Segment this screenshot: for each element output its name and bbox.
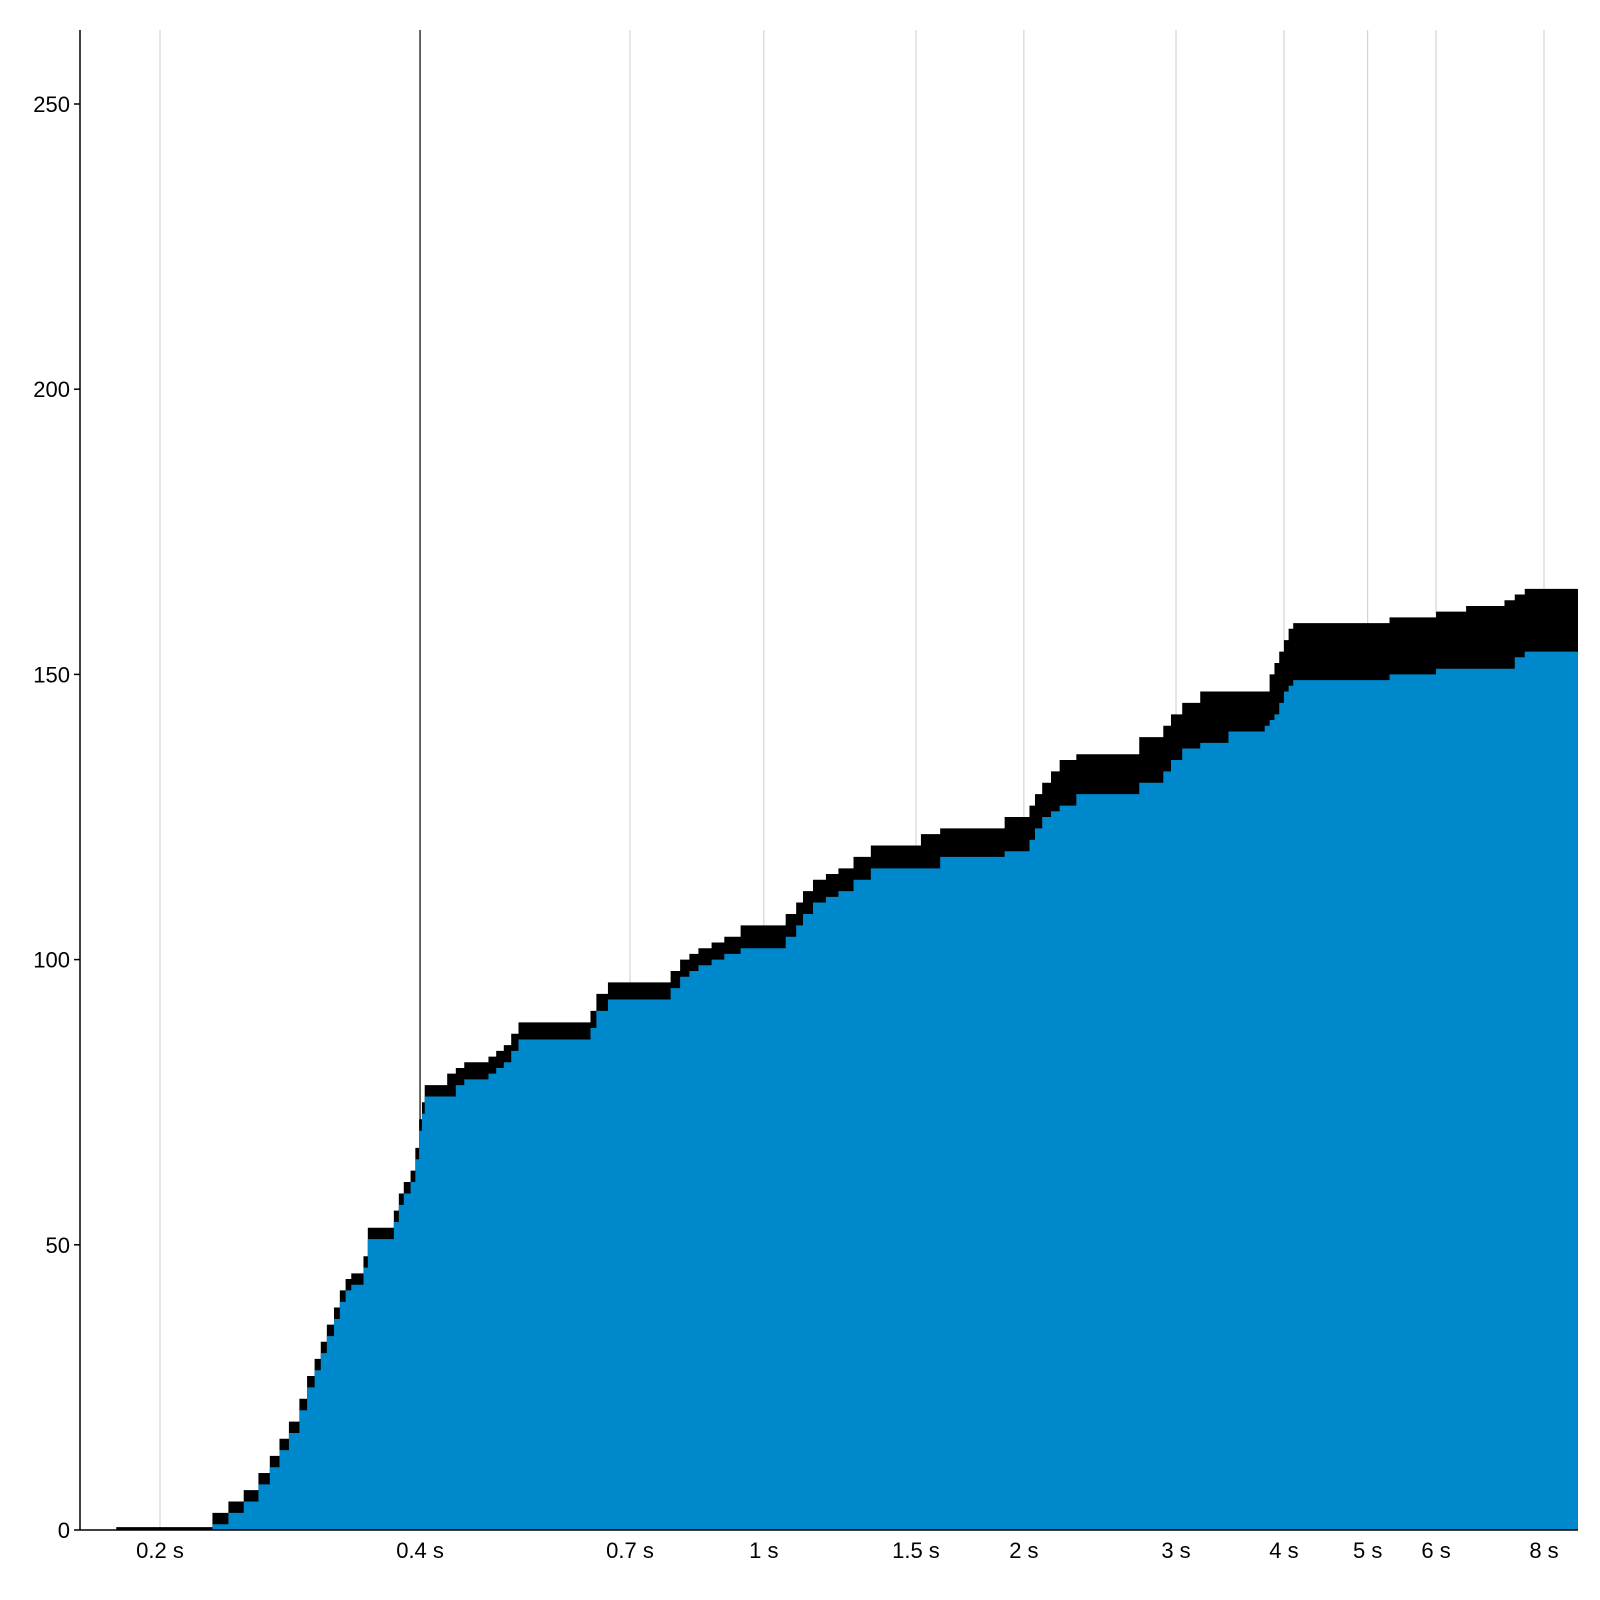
x-tick-label: 8 s — [1529, 1538, 1558, 1563]
x-tick-label: 6 s — [1421, 1538, 1450, 1563]
x-tick-label: 1 s — [749, 1538, 778, 1563]
x-tick-label: 0.7 s — [606, 1538, 654, 1563]
data-areas — [116, 588, 1600, 1530]
x-tick-label: 5 s — [1353, 1538, 1382, 1563]
y-tick-label: 150 — [33, 662, 70, 687]
x-tick-label: 1.5 s — [892, 1538, 940, 1563]
y-tick-label: 200 — [33, 377, 70, 402]
y-tick-labels: 0 50 100 150 200 250 — [33, 92, 80, 1543]
x-tick-labels: 0.2 s 0.4 s 0.7 s 1 s 1.5 s 2 s 3 s 4 s 5 s 6 s 8 … — [136, 1538, 1559, 1563]
x-tick-label: 0.2 s — [136, 1538, 184, 1563]
x-tick-label: 4 s — [1269, 1538, 1298, 1563]
y-tick-label: 250 — [33, 92, 70, 117]
x-tick-label: 2 s — [1009, 1538, 1038, 1563]
blue-area-series — [116, 651, 1600, 1530]
y-tick-label: 100 — [33, 948, 70, 973]
x-tick-label: 3 s — [1161, 1538, 1190, 1563]
axes — [79, 30, 1578, 1531]
y-tick-label: 50 — [46, 1233, 70, 1258]
x-tick-label: 0.4 s — [396, 1538, 444, 1563]
y-tick-label: 0 — [58, 1518, 70, 1543]
